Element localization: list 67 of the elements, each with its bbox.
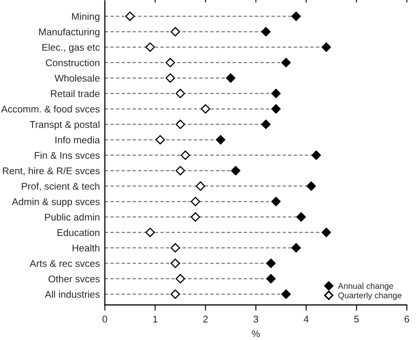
x-tick-label: 4 [304,316,309,322]
y-tick-label: Elec., gas etc [42,44,100,53]
y-tick-label: Info media [55,136,100,144]
y-tick-label: Mining [72,12,100,22]
point [271,104,281,114]
legend-label: Annual change [338,282,394,291]
point [200,104,210,114]
point [170,258,180,268]
point [190,212,200,222]
point [322,42,332,52]
point [155,135,165,145]
y-tick-label: Accomm. & food svces [1,105,100,113]
legend-label: Quarterly change [338,292,402,300]
point [170,26,180,36]
x-axis-title: % [252,330,260,338]
point [312,150,321,160]
point [226,73,236,83]
point [230,166,240,176]
point [145,42,155,52]
point [266,274,276,284]
point [281,58,291,68]
point [190,196,200,206]
point [176,120,186,130]
point [291,12,301,21]
point [170,289,180,299]
point [306,181,316,191]
point [170,243,180,253]
x-tick-label: 0 [102,316,108,323]
y-tick-label: Transpt & postal [30,120,100,130]
point [271,196,281,206]
y-tick-label: Fin & Ins svces [34,152,100,159]
point [261,120,271,130]
y-tick-label: Other svces [48,275,100,282]
y-tick-label: Construction [46,59,100,66]
point [271,88,281,98]
point [176,166,186,176]
x-tick-label: 3 [254,316,258,323]
point [216,135,226,145]
y-tick-label: Rent, hire & R/E svces [2,167,100,176]
y-tick-label: Wholesale [54,74,100,82]
y-tick-label: Prof, scient & tech [22,182,100,191]
point [145,228,155,238]
x-tick-label: 5 [354,316,359,323]
y-tick-label: All industries [44,290,100,298]
point [180,150,190,160]
x-tick-label: 1 [153,316,158,322]
point [296,212,306,222]
y-tick-label: Retail trade [51,90,100,98]
y-tick-label: Health [72,244,100,252]
point [281,289,291,299]
y-tick-label: Arts & rec svces [30,260,100,267]
point [125,12,135,21]
point [176,88,186,98]
point [266,258,276,268]
y-tick-label: Admin & supp svces [12,198,100,208]
point [166,73,175,83]
x-tick-label: 6 [404,316,410,323]
point [322,228,332,238]
y-tick-label: Education [58,228,100,236]
point [261,26,271,36]
y-tick-label: Manufacturing [39,28,100,38]
point [291,243,301,253]
point [196,181,206,191]
y-tick-label: Public admin [45,213,100,221]
point [176,274,186,284]
point [166,58,175,68]
x-tick-label: 2 [203,316,208,322]
